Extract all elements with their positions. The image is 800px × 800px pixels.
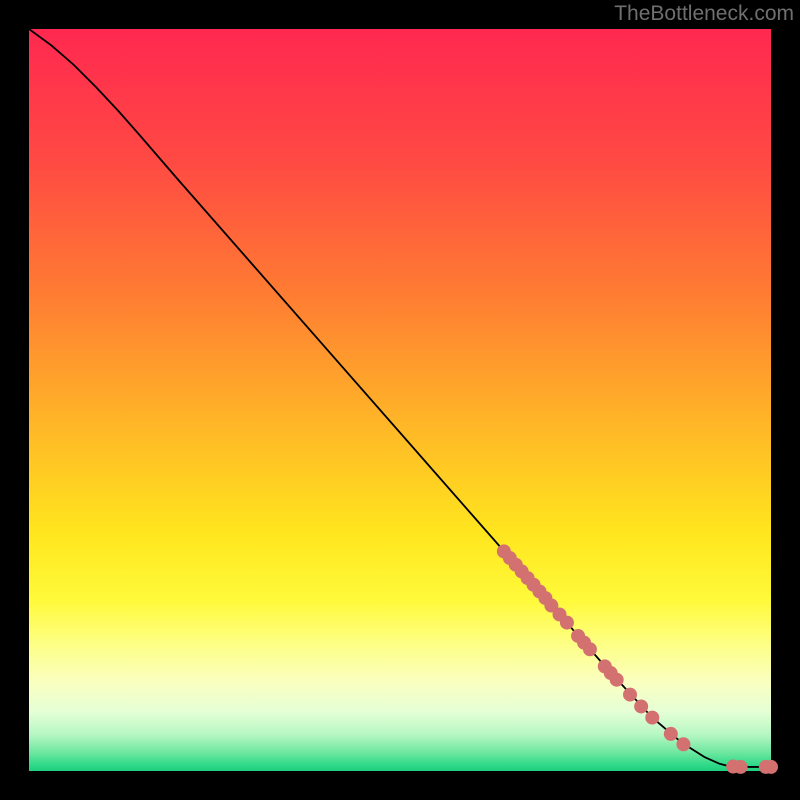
data-marker [734,760,747,773]
data-marker [765,760,778,773]
data-marker [677,738,690,751]
data-marker [624,688,637,701]
watermark-text: TheBottleneck.com [614,2,794,26]
data-marker [583,643,596,656]
data-marker [610,673,623,686]
data-marker [646,711,659,724]
bottleneck-chart [0,0,800,800]
data-marker [635,700,648,713]
data-marker [664,727,677,740]
data-marker [560,616,573,629]
plot-background-gradient [29,29,771,771]
